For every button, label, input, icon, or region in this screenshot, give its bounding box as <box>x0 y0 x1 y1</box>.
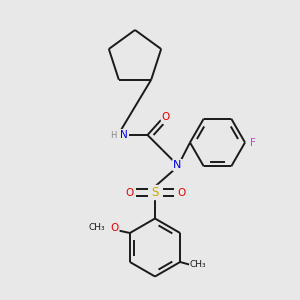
Text: CH₃: CH₃ <box>88 224 105 232</box>
Text: O: O <box>125 188 133 197</box>
Text: O: O <box>162 112 170 122</box>
Text: H: H <box>110 130 117 140</box>
Text: N: N <box>120 130 128 140</box>
Text: N: N <box>173 160 182 170</box>
Text: O: O <box>110 223 118 233</box>
Text: O: O <box>177 188 185 197</box>
Text: S: S <box>151 186 159 199</box>
Text: CH₃: CH₃ <box>189 260 206 269</box>
Text: F: F <box>250 137 255 148</box>
